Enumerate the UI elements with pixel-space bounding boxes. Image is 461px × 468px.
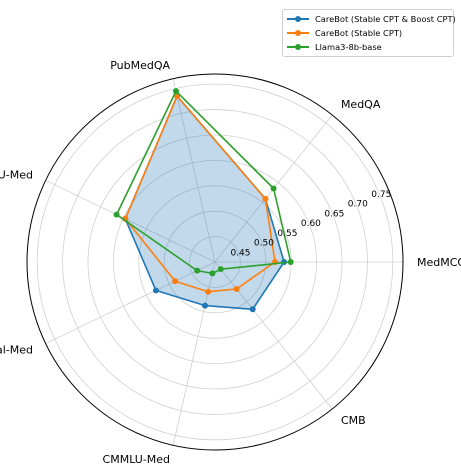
chart-legend: CareBot (Stable CPT & Boost CPT) CareBot… — [282, 9, 456, 57]
data-point — [194, 267, 201, 274]
category-label: CMMLU-Med — [103, 453, 171, 466]
data-point — [233, 286, 240, 293]
radial-tick-label: 0.60 — [301, 219, 321, 229]
radar-frame — [26, 73, 404, 451]
data-point — [202, 302, 209, 309]
data-point — [217, 266, 224, 273]
radial-tick-label: 0.70 — [348, 200, 368, 210]
radial-tick-label: 0.75 — [371, 190, 391, 200]
category-label: MMLU-Med — [0, 168, 33, 181]
legend-swatch-orange — [287, 28, 309, 38]
category-label: CMB — [341, 414, 366, 427]
data-point — [172, 278, 179, 285]
data-point — [113, 211, 120, 218]
category-label: MedQA — [341, 98, 381, 111]
legend-entry-carebot-stable-boost: CareBot (Stable CPT & Boost CPT) — [287, 12, 456, 26]
grid-spoke — [45, 180, 216, 263]
grid-spoke — [214, 261, 333, 410]
category-label: PubMedQA — [110, 59, 170, 72]
category-label: C-Eval-Med — [0, 344, 33, 357]
legend-label: CareBot (Stable CPT) — [315, 28, 403, 38]
radar-grid — [26, 73, 404, 451]
category-label: MedMCQA — [417, 256, 461, 269]
radial-tick-label: 0.55 — [277, 229, 297, 239]
data-point — [262, 195, 269, 202]
grid-spoke — [45, 261, 216, 344]
radial-tick-label: 0.65 — [324, 209, 344, 219]
data-point — [287, 259, 294, 265]
series-area-fill — [125, 96, 285, 310]
data-point — [205, 288, 212, 295]
grid-spoke — [172, 78, 216, 263]
radar-fill-layer — [125, 96, 285, 310]
radial-tick-label: 0.50 — [254, 239, 274, 249]
legend-swatch-green — [287, 42, 309, 52]
legend-label: Llama3-8b-base — [315, 42, 382, 52]
legend-swatch-blue — [287, 14, 309, 24]
radar-label-layer: 0.45 0.500.55 0.600.65 0.700.75 MedMCQA MedQA… — [0, 59, 461, 466]
data-point — [209, 270, 216, 277]
radar-series-layer — [113, 88, 294, 313]
legend-entry-carebot-stable: CareBot (Stable CPT) — [287, 26, 449, 40]
data-point — [152, 287, 159, 294]
legend-label: CareBot (Stable CPT & Boost CPT) — [315, 14, 456, 24]
series-line — [124, 95, 276, 293]
data-point — [249, 306, 256, 313]
radial-tick-label: 0.45 — [230, 248, 250, 258]
data-point — [270, 185, 277, 192]
data-point — [172, 88, 179, 95]
legend-entry-llama3-8b-base: Llama3-8b-base — [287, 40, 449, 54]
